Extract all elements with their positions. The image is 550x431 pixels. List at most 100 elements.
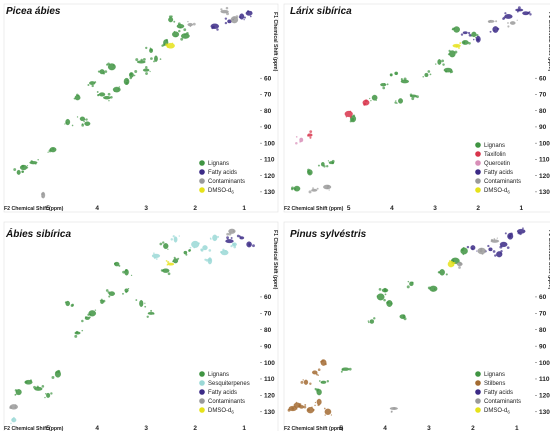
- cross-peak-fragment: [233, 16, 235, 18]
- x-tick-label: 5: [46, 425, 50, 431]
- cross-peak-fragment: [165, 259, 168, 262]
- cross-peak-fragment: [341, 368, 344, 372]
- cross-peak: [311, 188, 318, 192]
- cross-peak-fragment: [167, 248, 169, 250]
- y-axis-label: F1 Chemical Shift (ppm): [272, 12, 278, 72]
- cross-peak-fragment: [304, 403, 307, 406]
- y-tick-label: 100: [539, 140, 550, 147]
- cross-peak-fragment: [312, 187, 314, 189]
- cross-peak-fragment: [317, 368, 321, 372]
- legend-label: Lignans: [208, 161, 229, 167]
- y-axis-label: F1 Chemical Shift (ppm): [547, 230, 550, 290]
- cross-peak-fragment: [230, 236, 233, 239]
- y-tick-label: 70: [539, 311, 547, 318]
- cross-peak-fragment: [369, 97, 371, 100]
- x-tick-label: 3: [144, 425, 148, 431]
- cross-peak-fragment: [314, 387, 317, 391]
- legend-marker: [199, 160, 205, 166]
- legend-label: Fatty acids: [484, 170, 513, 176]
- series-taxifolin: [307, 99, 370, 139]
- cross-peak-fragment: [488, 21, 491, 24]
- cross-peak-fragment: [307, 135, 309, 137]
- legend-marker: [475, 398, 481, 404]
- cross-peak-fragment: [140, 58, 143, 62]
- cross-peak-fragment: [94, 81, 97, 83]
- cross-peak-fragment: [179, 26, 182, 29]
- cross-peak-fragment: [26, 167, 29, 169]
- cross-peak-fragment: [506, 246, 510, 249]
- y-tick-label: 90: [264, 343, 272, 350]
- cross-peak-fragment: [476, 250, 478, 252]
- cross-peak-fragment: [507, 22, 509, 24]
- cross-peak-fragment: [166, 264, 169, 266]
- cross-peak-fragment: [99, 299, 102, 302]
- cross-peak-fragment: [402, 316, 406, 319]
- cross-peak-fragment: [451, 28, 454, 31]
- cross-peak-fragment: [112, 64, 115, 66]
- cross-peak-fragment: [252, 244, 255, 248]
- cross-peak-fragment: [383, 83, 386, 85]
- cross-peak-fragment: [326, 380, 329, 383]
- x-tick-label: 4: [95, 425, 99, 431]
- cross-peak-fragment: [321, 359, 324, 362]
- cross-peak-fragment: [100, 298, 103, 301]
- cross-peak: [488, 247, 493, 252]
- cross-peak: [187, 23, 194, 27]
- series-contaminants: [389, 237, 500, 413]
- panel-title: Pinus sylvéstris: [290, 229, 367, 240]
- cross-peak-fragment: [44, 396, 46, 399]
- cross-peak-fragment: [490, 238, 494, 242]
- cross-peak-fragment: [522, 227, 524, 230]
- x-tick-label: 4: [390, 205, 394, 212]
- cross-peak-fragment: [370, 100, 372, 102]
- cross-peak-fragment: [516, 10, 519, 13]
- x-tick-label: 1: [242, 205, 246, 212]
- y-tick-label: 60: [264, 294, 272, 301]
- cross-peak-fragment: [26, 165, 29, 167]
- cross-peak-fragment: [150, 48, 153, 51]
- y-tick-label: 70: [264, 311, 272, 318]
- cross-peak-fragment: [168, 15, 172, 18]
- cross-peak-fragment: [528, 11, 531, 14]
- panel-title: Picea ábies: [6, 6, 61, 17]
- cross-peak: [142, 68, 150, 72]
- legend-marker: [199, 407, 205, 413]
- cross-peak-fragment: [411, 97, 415, 101]
- cross-peak-fragment: [309, 136, 312, 139]
- cross-peak-fragment: [352, 114, 356, 117]
- cross-peak-fragment: [159, 58, 162, 60]
- cross-peak-fragment: [476, 33, 479, 37]
- cross-peak-fragment: [303, 405, 307, 409]
- cross-peak: [303, 379, 309, 385]
- cross-peak-fragment: [25, 380, 28, 383]
- cross-peak-fragment: [186, 31, 189, 35]
- x-tick-label: 4: [95, 205, 99, 212]
- cross-peak-fragment: [21, 170, 24, 173]
- series-fatty-acids: [210, 10, 253, 31]
- cross-peak-fragment: [383, 298, 386, 302]
- series-sesquiterpenes: [10, 234, 237, 425]
- cross-peak-fragment: [15, 393, 17, 395]
- cross-peak-fragment: [243, 16, 246, 19]
- cross-peak-fragment: [317, 164, 320, 167]
- cross-peak-fragment: [291, 407, 295, 410]
- cross-peak-fragment: [189, 246, 192, 249]
- cross-peak-fragment: [433, 288, 436, 290]
- cross-peak-fragment: [492, 250, 496, 253]
- cross-peak: [376, 293, 385, 301]
- legend-marker: [199, 169, 205, 175]
- cross-peak-fragment: [378, 288, 382, 291]
- cross-peak-fragment: [507, 25, 510, 28]
- cross-peak-fragment: [145, 72, 148, 75]
- cross-peak-fragment: [153, 313, 155, 315]
- cross-peak-fragment: [496, 27, 500, 31]
- cross-peak-fragment: [449, 259, 451, 262]
- cross-peak-fragment: [183, 28, 187, 32]
- y-tick-label: 100: [264, 360, 275, 367]
- cross-peak-fragment: [81, 329, 84, 332]
- cross-peak-fragment: [188, 248, 192, 252]
- panel-pinus-sylv-stris: Pinus sylvéstris 60 70 80 90 100 110 120 130 F1 C…: [283, 221, 550, 431]
- cross-peak-fragment: [14, 389, 18, 392]
- cross-peak-fragment: [134, 70, 138, 73]
- series-contaminants: [308, 19, 518, 194]
